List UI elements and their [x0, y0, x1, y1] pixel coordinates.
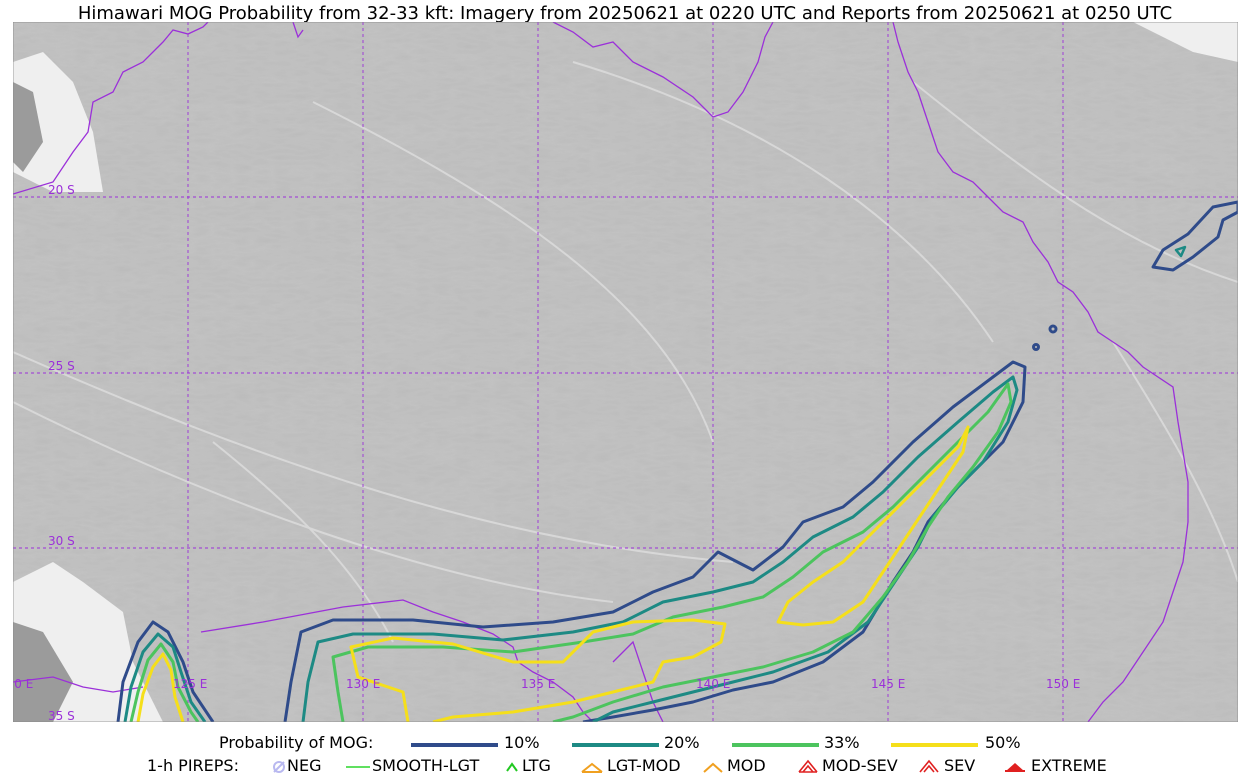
legend-swatch-20: [572, 743, 659, 747]
legend-swatch-33: [732, 743, 819, 747]
legend-swatch-50: [891, 743, 978, 747]
probability-legend-title: Probability of MOG:: [219, 733, 373, 752]
lat-label: 20 S: [48, 183, 75, 197]
lat-label: 30 S: [48, 534, 75, 548]
pirep-label-ltg: LTG: [522, 756, 551, 775]
pirep-label-lgt-mod: LGT-MOD: [607, 756, 681, 775]
mod-caret-icon: [702, 758, 724, 776]
lgt-mod-icon: [580, 758, 604, 776]
sev-caret-icon: [918, 758, 940, 776]
satellite-map: 20 S 25 S 30 S 35 S 120 E 125 E 130 E 13…: [13, 22, 1238, 722]
pirep-label-extreme: EXTREME: [1031, 756, 1107, 775]
neg-icon: [270, 758, 288, 776]
pirep-label-sev: SEV: [944, 756, 975, 775]
lat-label: 35 S: [48, 709, 75, 722]
pirep-label-mod: MOD: [727, 756, 766, 775]
legend-label-33: 33%: [824, 733, 860, 752]
lon-label: 125 E: [173, 677, 207, 691]
extreme-icon: [1004, 758, 1026, 776]
pirep-label-mod-sev: MOD-SEV: [822, 756, 898, 775]
lon-label: 130 E: [346, 677, 380, 691]
legend-label-20: 20%: [664, 733, 700, 752]
map-title: Himawari MOG Probability from 32-33 kft:…: [0, 3, 1250, 24]
lat-label: 25 S: [48, 359, 75, 373]
lon-label: 150 E: [1046, 677, 1080, 691]
pirep-label-smooth-lgt: SMOOTH-LGT: [372, 756, 479, 775]
smooth-lgt-line-icon: [346, 758, 370, 776]
probability-legend: Probability of MOG: 10% 20% 33% 50%: [0, 733, 1250, 755]
lon-label: 135 E: [521, 677, 555, 691]
legend-label-50: 50%: [985, 733, 1021, 752]
legend-label-10: 10%: [504, 733, 540, 752]
pirep-legend: 1-h PIREPS: NEG SMOOTH-LGT LTG LGT-MOD M…: [0, 756, 1250, 778]
lon-label: 140 E: [696, 677, 730, 691]
ltg-caret-icon: [503, 758, 521, 776]
lon-label: 145 E: [871, 677, 905, 691]
lon-label: 120 E: [13, 677, 33, 691]
mod-sev-icon: [797, 758, 819, 776]
legend-swatch-10: [411, 743, 498, 747]
pirep-label-neg: NEG: [287, 756, 321, 775]
pirep-legend-title: 1-h PIREPS:: [147, 756, 239, 775]
